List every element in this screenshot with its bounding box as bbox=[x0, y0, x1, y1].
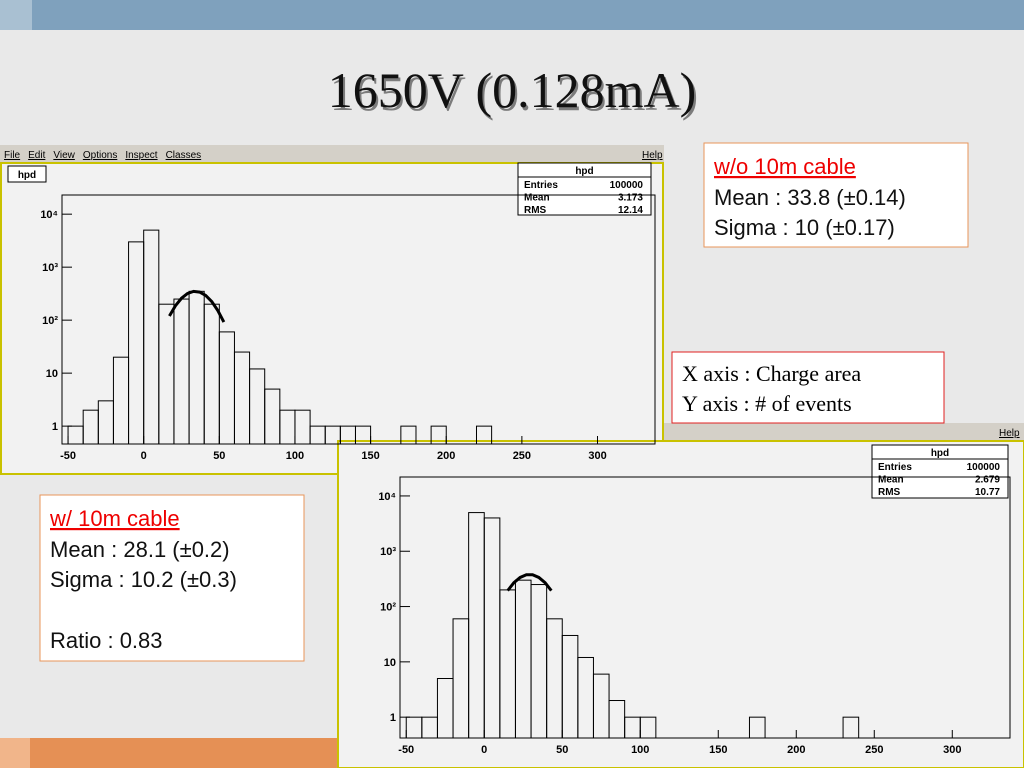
menu-item[interactable]: Options bbox=[83, 150, 117, 161]
x-tick-label: 0 bbox=[481, 744, 487, 756]
menu-item[interactable]: Inspect bbox=[125, 150, 157, 161]
histogram-bar bbox=[400, 425, 417, 445]
stats-label: Mean bbox=[878, 475, 904, 486]
note-heading: w/ 10m cable bbox=[49, 506, 180, 531]
top-bar-accent bbox=[0, 0, 32, 30]
note-box bbox=[671, 351, 945, 424]
x-tick-label: 300 bbox=[588, 450, 606, 462]
stats-box bbox=[871, 444, 1009, 499]
x-tick-label: 50 bbox=[556, 744, 568, 756]
x-tick-label: 100 bbox=[286, 450, 304, 462]
y-tick-label: 10 bbox=[46, 368, 58, 380]
note-line: Sigma : 10 (±0.17) bbox=[714, 215, 895, 240]
stats-value: 12.14 bbox=[618, 205, 643, 216]
note-line: Mean : 28.1 (±0.2) bbox=[50, 537, 230, 562]
x-tick-label: 250 bbox=[513, 450, 531, 462]
menu-item[interactable]: Edit bbox=[28, 150, 45, 161]
histogram-bar bbox=[475, 425, 493, 445]
tab-label: hpd bbox=[18, 170, 36, 181]
menu-item[interactable]: Help bbox=[999, 428, 1020, 439]
x-tick-label: 250 bbox=[865, 744, 883, 756]
stats-value: 2.679 bbox=[975, 475, 1000, 486]
note-line: Y axis : # of events bbox=[682, 391, 852, 416]
histogram-bar bbox=[430, 425, 447, 445]
note-line: Ratio : 0.83 bbox=[50, 628, 163, 653]
y-tick-label: 10² bbox=[42, 315, 58, 327]
x-tick-label: -50 bbox=[60, 450, 76, 462]
note-heading: w/o 10m cable bbox=[713, 154, 856, 179]
stats-label: Entries bbox=[878, 462, 912, 473]
x-tick-label: 150 bbox=[709, 744, 727, 756]
menu-item[interactable]: Classes bbox=[166, 150, 202, 161]
note-line: X axis : Charge area bbox=[682, 361, 861, 386]
plot-frame bbox=[399, 476, 1011, 739]
x-tick-label: 0 bbox=[141, 450, 147, 462]
menu-bar bbox=[0, 145, 664, 163]
stats-value: 100000 bbox=[967, 462, 1001, 473]
y-tick-label: 10³ bbox=[380, 546, 396, 558]
stats-title: hpd bbox=[931, 448, 949, 459]
stats-value: 100000 bbox=[610, 180, 644, 191]
y-tick-label: 10⁴ bbox=[40, 209, 58, 221]
menu-item[interactable]: View bbox=[53, 150, 75, 161]
stats-value: 10.77 bbox=[975, 487, 1000, 498]
x-tick-label: 100 bbox=[631, 744, 649, 756]
top-bar bbox=[0, 0, 1024, 30]
stats-label: Entries bbox=[524, 180, 558, 191]
histogram-bar bbox=[842, 716, 860, 739]
stats-box bbox=[517, 162, 652, 216]
histogram-bar bbox=[354, 425, 372, 445]
y-tick-label: 10² bbox=[380, 602, 396, 614]
tab bbox=[7, 165, 47, 183]
stats-label: RMS bbox=[878, 487, 901, 498]
menu-bar bbox=[664, 423, 1024, 441]
x-tick-label: -50 bbox=[398, 744, 414, 756]
note-box bbox=[39, 494, 305, 662]
menu-item[interactable]: File bbox=[4, 150, 21, 161]
stats-value: 3.173 bbox=[618, 193, 643, 204]
bottom-bar-accent bbox=[0, 738, 30, 768]
x-tick-label: 300 bbox=[943, 744, 961, 756]
stats-label: Mean bbox=[524, 193, 550, 204]
y-tick-label: 1 bbox=[390, 712, 396, 724]
x-tick-label: 200 bbox=[787, 744, 805, 756]
y-tick-label: 10³ bbox=[42, 262, 58, 274]
histogram-bar bbox=[639, 716, 657, 739]
y-tick-label: 10⁴ bbox=[378, 491, 396, 503]
fit-curve bbox=[506, 573, 553, 592]
note-line: Sigma : 10.2 (±0.3) bbox=[50, 567, 237, 592]
histogram-bar bbox=[748, 716, 766, 739]
x-tick-label: 50 bbox=[213, 450, 225, 462]
bottom-bar bbox=[0, 738, 337, 768]
x-tick-label: 150 bbox=[361, 450, 379, 462]
y-tick-label: 1 bbox=[52, 421, 58, 433]
fit-curve bbox=[168, 289, 226, 323]
y-tick-label: 10 bbox=[384, 657, 396, 669]
x-tick-label: 200 bbox=[437, 450, 455, 462]
stats-label: RMS bbox=[524, 205, 547, 216]
stats-title: hpd bbox=[575, 166, 593, 177]
note-box bbox=[703, 142, 969, 248]
slide-title: 1650V (0.128mA) bbox=[328, 62, 697, 118]
title-shadow: 1650V (0.128mA) bbox=[330, 65, 699, 121]
menu-item[interactable]: Help bbox=[642, 150, 663, 161]
note-line: Mean : 33.8 (±0.14) bbox=[714, 185, 906, 210]
